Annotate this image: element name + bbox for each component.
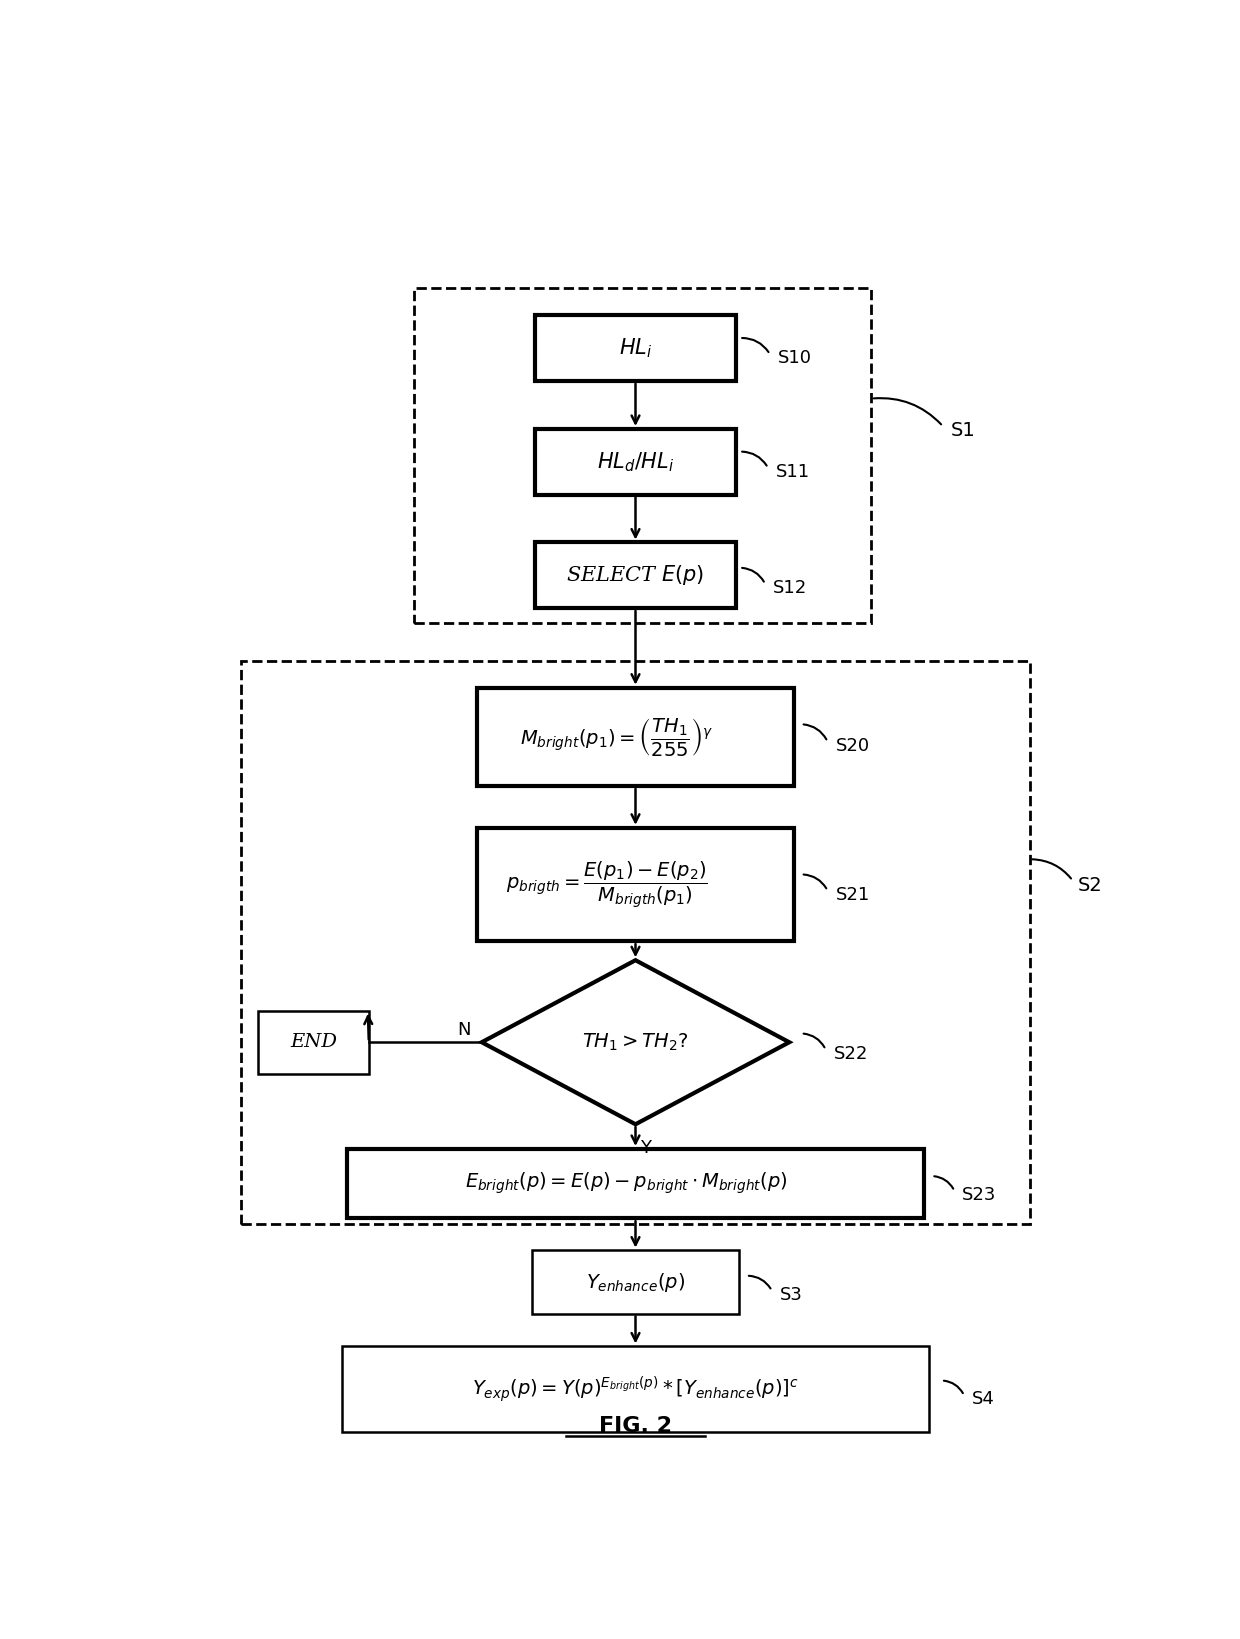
Text: N: N — [458, 1021, 471, 1039]
Text: $p_{brigth} = \dfrac{E(p_1) - E(p_2)}{M_{brigth}(p_1)}$: $p_{brigth} = \dfrac{E(p_1) - E(p_2)}{M_… — [506, 859, 708, 910]
Text: S20: S20 — [836, 736, 869, 754]
Text: $Y_{enhance}(p)$: $Y_{enhance}(p)$ — [587, 1270, 684, 1293]
Text: Y: Y — [640, 1139, 651, 1157]
FancyBboxPatch shape — [347, 1149, 924, 1218]
FancyBboxPatch shape — [534, 543, 737, 608]
Text: $TH_1 > TH_2?$: $TH_1 > TH_2?$ — [583, 1031, 688, 1052]
Text: S21: S21 — [836, 885, 869, 903]
Text: $M_{bright}(p_1) = \left(\dfrac{TH_1}{255}\right)^{\gamma}$: $M_{bright}(p_1) = \left(\dfrac{TH_1}{25… — [520, 716, 713, 757]
Text: S22: S22 — [833, 1044, 868, 1062]
Text: S12: S12 — [773, 579, 807, 597]
Text: SELECT $E(p)$: SELECT $E(p)$ — [567, 564, 704, 587]
FancyBboxPatch shape — [477, 828, 794, 941]
FancyBboxPatch shape — [534, 315, 737, 380]
Text: END: END — [290, 1033, 337, 1051]
Text: $HL_i$: $HL_i$ — [619, 336, 652, 361]
Text: $E_{bright}(p) = E(p) - p_{bright} \cdot M_{bright}(p)$: $E_{bright}(p) = E(p) - p_{bright} \cdot… — [465, 1170, 787, 1196]
Text: S23: S23 — [962, 1187, 997, 1205]
FancyBboxPatch shape — [342, 1346, 929, 1432]
FancyBboxPatch shape — [258, 1011, 368, 1074]
Text: $HL_d/HL_i$: $HL_d/HL_i$ — [596, 451, 675, 474]
Text: S2: S2 — [1078, 875, 1102, 895]
Text: FIG. 2: FIG. 2 — [599, 1416, 672, 1436]
FancyBboxPatch shape — [477, 688, 794, 787]
Text: S11: S11 — [776, 462, 810, 480]
Text: S3: S3 — [780, 1285, 802, 1303]
Text: S1: S1 — [951, 421, 976, 441]
Text: $Y_{exp}(p) = Y(p)^{E_{bright}(p)} * [Y_{enhance}(p)]^c$: $Y_{exp}(p) = Y(p)^{E_{bright}(p)} * [Y_… — [472, 1375, 799, 1405]
Text: S10: S10 — [777, 349, 812, 367]
FancyBboxPatch shape — [532, 1251, 739, 1313]
Text: S4: S4 — [972, 1390, 994, 1408]
FancyBboxPatch shape — [534, 429, 737, 495]
